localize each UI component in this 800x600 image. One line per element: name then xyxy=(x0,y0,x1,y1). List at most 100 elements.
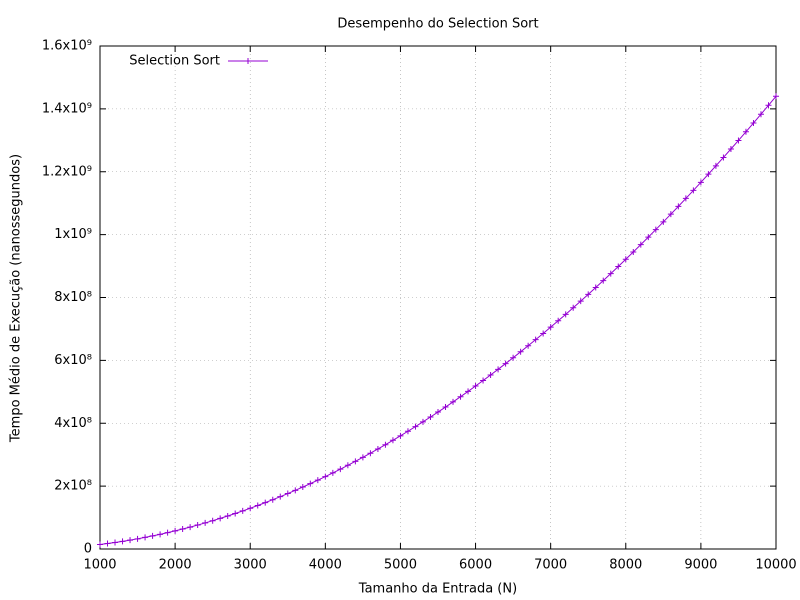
plot-border xyxy=(99,45,777,550)
point xyxy=(750,120,757,127)
point xyxy=(660,218,667,225)
x-tick-label: 9000 xyxy=(684,558,717,573)
point xyxy=(404,428,411,435)
point xyxy=(307,480,314,487)
point xyxy=(465,388,472,395)
point xyxy=(735,137,742,144)
point xyxy=(757,111,764,118)
point xyxy=(457,393,464,400)
point xyxy=(344,462,351,469)
point xyxy=(254,502,261,509)
point xyxy=(277,493,284,500)
point xyxy=(517,348,524,355)
series-line xyxy=(99,95,777,545)
point xyxy=(645,234,652,241)
x-tick-label: 4000 xyxy=(309,558,342,573)
point xyxy=(149,532,156,539)
point xyxy=(607,270,614,277)
point xyxy=(480,377,487,384)
point xyxy=(217,515,224,522)
point xyxy=(450,398,457,405)
point xyxy=(495,366,502,373)
point xyxy=(142,534,149,541)
point xyxy=(329,469,336,476)
point xyxy=(630,248,637,255)
point xyxy=(224,512,231,519)
point xyxy=(397,432,404,439)
y-tick-label: 2x10⁸ xyxy=(54,479,92,494)
point xyxy=(209,517,216,524)
y-axis-label: Tempo Médio de Execução (nanossegundos) xyxy=(9,154,24,443)
point xyxy=(134,535,141,542)
point xyxy=(487,371,494,378)
x-tick-label: 6000 xyxy=(459,558,492,573)
y-tick-label: 1.4x10⁹ xyxy=(42,101,92,116)
y-tick-label: 6x10⁸ xyxy=(54,353,92,368)
point xyxy=(592,284,599,291)
point xyxy=(374,445,381,452)
point xyxy=(510,354,517,361)
point xyxy=(262,499,269,506)
x-tick-label: 3000 xyxy=(234,558,267,573)
point xyxy=(540,330,547,337)
point xyxy=(727,145,734,152)
point xyxy=(690,187,697,194)
point xyxy=(675,203,682,210)
x-tick-label: 2000 xyxy=(159,558,192,573)
point xyxy=(112,539,119,546)
point xyxy=(419,418,426,425)
point xyxy=(442,404,449,411)
point xyxy=(712,162,719,169)
point xyxy=(322,473,329,480)
point xyxy=(337,466,344,473)
x-tick-label: 7000 xyxy=(534,558,567,573)
point xyxy=(570,304,577,311)
point xyxy=(720,154,727,161)
y-tick-label: 1x10⁹ xyxy=(54,227,92,242)
point xyxy=(299,484,306,491)
point xyxy=(172,527,179,534)
x-tick-label: 8000 xyxy=(609,558,642,573)
point xyxy=(667,211,674,218)
point xyxy=(382,441,389,448)
point xyxy=(585,291,592,298)
point xyxy=(352,458,359,465)
point xyxy=(269,496,276,503)
point xyxy=(622,256,629,263)
point xyxy=(367,450,374,457)
point xyxy=(472,383,479,390)
point xyxy=(502,360,509,367)
point xyxy=(773,93,779,100)
point xyxy=(232,510,239,517)
point xyxy=(742,128,749,135)
point xyxy=(600,277,607,284)
legend-point xyxy=(245,58,251,64)
point xyxy=(187,524,194,531)
point xyxy=(697,179,704,186)
y-tick-label: 1.6x10⁹ xyxy=(42,39,92,54)
y-tick-label: 0 xyxy=(84,542,92,557)
point xyxy=(164,529,171,536)
point xyxy=(157,531,164,538)
point xyxy=(119,538,126,545)
point xyxy=(104,540,111,547)
point xyxy=(547,324,554,331)
x-axis-label: Tamanho da Entrada (N) xyxy=(358,582,517,597)
point xyxy=(202,519,209,526)
point xyxy=(562,311,569,318)
point xyxy=(705,171,712,178)
point xyxy=(577,298,584,305)
point xyxy=(359,454,366,461)
chart-title: Desempenho do Selection Sort xyxy=(337,17,538,32)
point xyxy=(292,487,299,494)
point xyxy=(247,505,254,512)
y-tick-label: 4x10⁸ xyxy=(54,416,92,431)
y-tick-label: 1.2x10⁹ xyxy=(42,164,92,179)
legend-label: Selection Sort xyxy=(129,54,220,69)
point xyxy=(127,537,134,544)
point xyxy=(682,195,689,202)
x-tick-label: 5000 xyxy=(384,558,417,573)
point xyxy=(314,477,321,484)
point xyxy=(194,522,201,529)
